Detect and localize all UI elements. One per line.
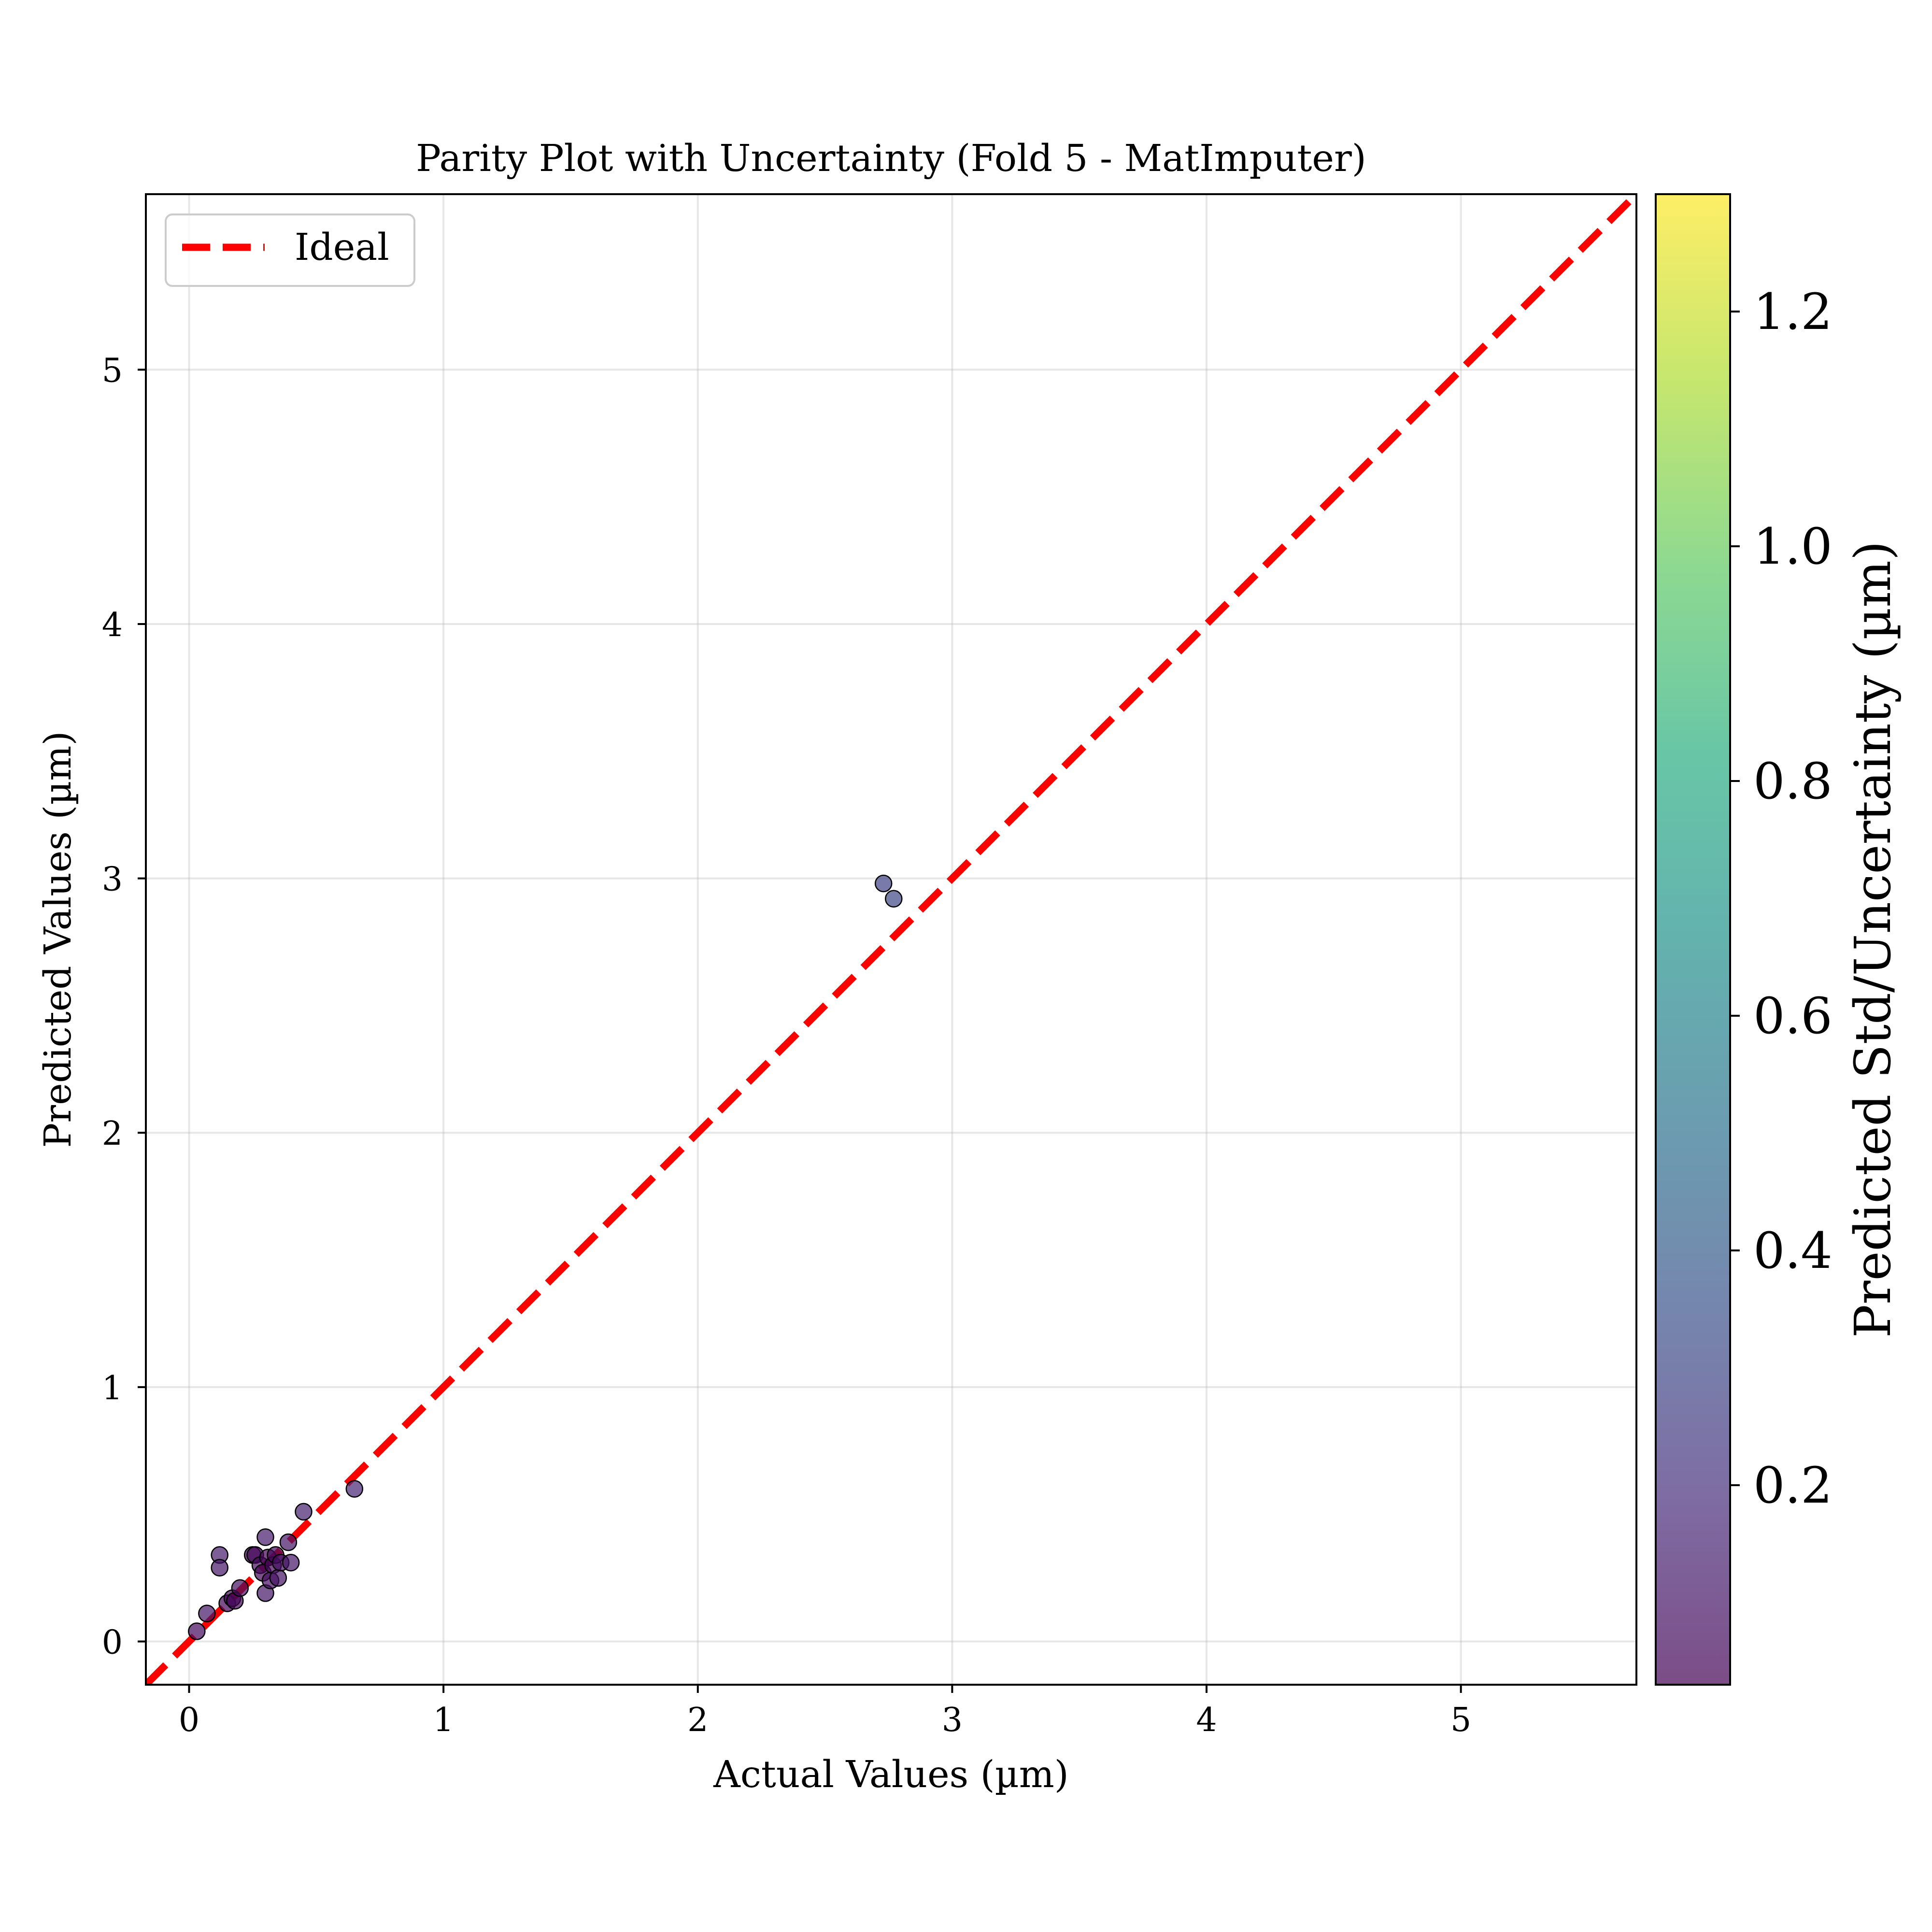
y-tick-label: 2 xyxy=(102,1115,123,1153)
data-point xyxy=(874,874,893,893)
colorbar-frame xyxy=(1655,193,1731,1686)
data-point xyxy=(885,890,903,908)
x-tick-label: 5 xyxy=(1450,1701,1471,1739)
x-tick-label: 2 xyxy=(687,1701,708,1739)
y-tick-label: 5 xyxy=(102,352,123,390)
x-tick-label: 3 xyxy=(942,1701,963,1739)
data-point xyxy=(188,1622,206,1640)
x-tick-label: 0 xyxy=(179,1701,199,1739)
colorbar-tick-label: 0.8 xyxy=(1753,753,1833,810)
data-point xyxy=(231,1579,249,1597)
data-point xyxy=(295,1503,313,1521)
x-tick-label: 4 xyxy=(1196,1701,1217,1739)
data-point xyxy=(256,1528,274,1546)
data-point xyxy=(282,1553,300,1572)
x-tick-label: 1 xyxy=(433,1701,454,1739)
y-axis-title: Predicted Values (µm) xyxy=(37,731,80,1148)
y-tick-label: 3 xyxy=(102,861,123,899)
data-point xyxy=(279,1533,298,1551)
colorbar-tick-label: 0.4 xyxy=(1753,1222,1833,1280)
data-point xyxy=(345,1480,364,1498)
colorbar-tick-label: 0.2 xyxy=(1753,1457,1833,1515)
scatter-points xyxy=(188,874,903,1640)
colorbar-gradient xyxy=(1656,194,1730,1685)
colorbar-tick-label: 1.2 xyxy=(1753,283,1833,341)
x-axis-title: Actual Values (µm) xyxy=(713,1753,1069,1796)
y-tick-label: 4 xyxy=(102,606,123,644)
grid-lines xyxy=(146,194,1636,1685)
legend-box xyxy=(165,213,415,287)
data-point xyxy=(198,1605,216,1622)
colorbar-tick-label: 0.6 xyxy=(1753,987,1833,1045)
chart-title: Parity Plot with Uncertainty (Fold 5 - M… xyxy=(416,137,1366,180)
colorbar-title: Predicted Std/Uncertainty (µm) xyxy=(1844,541,1902,1338)
colorbar-tick-label: 1.0 xyxy=(1753,518,1833,576)
y-tick-label: 1 xyxy=(102,1369,123,1407)
x-axis-ticks: 0 1 2 3 4 5 xyxy=(179,1685,1471,1739)
colorbar: 0.2 0.4 0.6 0.8 1.0 1.2 Predicted Std/Uncerta… xyxy=(1655,193,1902,1686)
plot-area-frame xyxy=(145,193,1637,1686)
ideal-line xyxy=(146,194,1636,1685)
legend: Ideal xyxy=(165,213,415,287)
y-tick-label: 0 xyxy=(102,1623,123,1662)
y-axis-ticks: 0 1 2 3 4 5 xyxy=(102,352,146,1662)
legend-ideal-label: Ideal xyxy=(295,226,389,269)
data-point xyxy=(269,1569,287,1587)
colorbar-ticks: 0.2 0.4 0.6 0.8 1.0 1.2 xyxy=(1730,283,1833,1515)
data-point xyxy=(211,1559,228,1577)
